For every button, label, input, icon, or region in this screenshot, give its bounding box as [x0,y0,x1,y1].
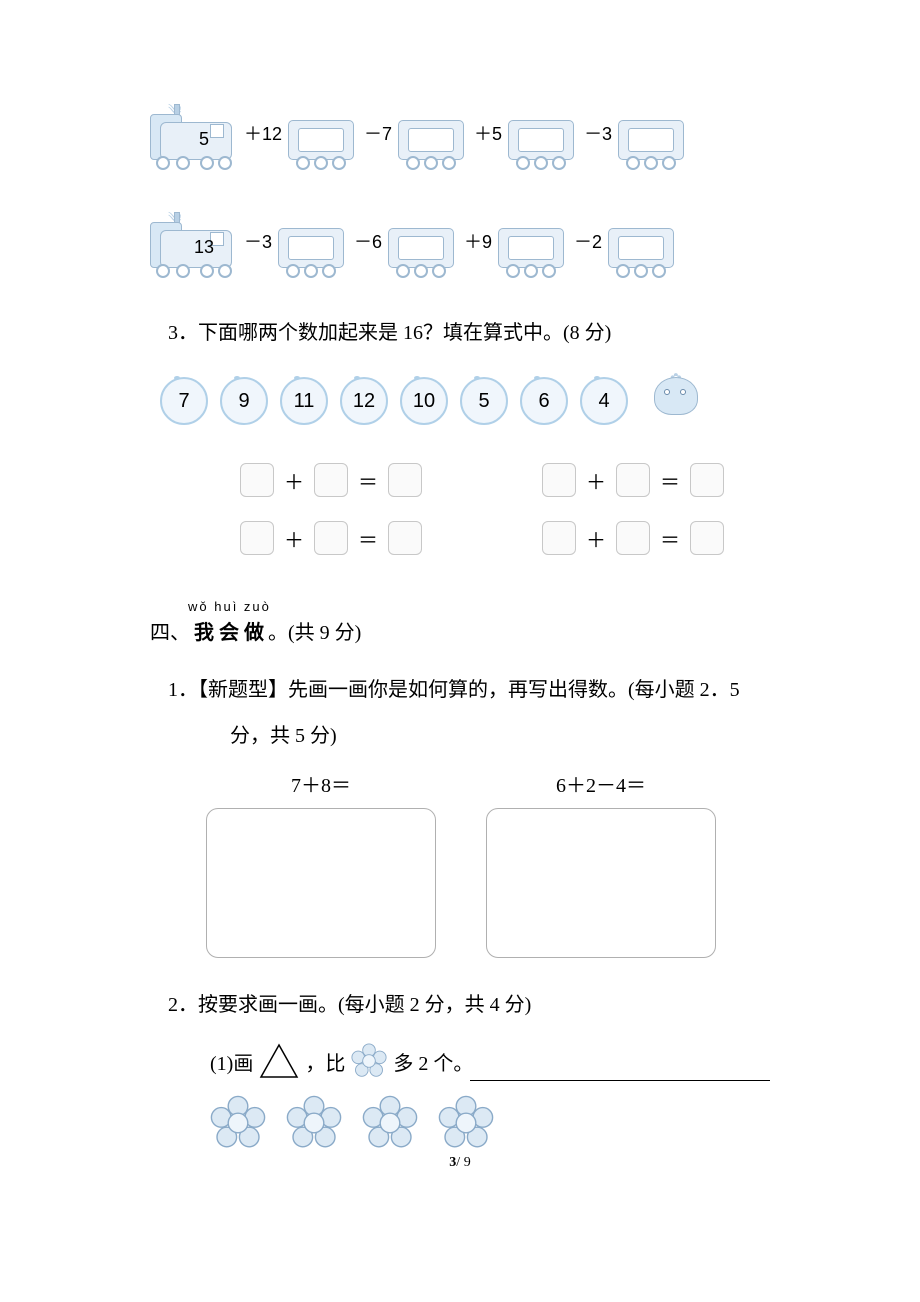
plus-sign: ＋ [284,524,304,553]
number-bubble: 6 [520,377,568,425]
operation: －3 [240,228,276,266]
number-bubble: 5 [460,377,508,425]
drawing-box[interactable] [486,808,716,958]
expression-2: 6＋2－4＝ [556,769,646,798]
question-3-text: 3．下面哪两个数加起来是 16？填在算式中。(8 分) [168,316,770,345]
train-car [286,110,360,168]
equation: ＋ ＝ [240,463,422,497]
answer-box[interactable] [690,463,724,497]
answer-box[interactable] [616,521,650,555]
bubble-row: 7 9 11 12 10 5 6 4 ✿ [150,369,770,433]
number-bubble: 4 [580,377,628,425]
answer-box[interactable] [616,463,650,497]
engine-number: 13 [182,237,226,258]
train-car [496,218,570,276]
sub1-label-c: 多 2 个。 [393,1047,473,1076]
answer-box[interactable] [690,521,724,555]
answer-box[interactable] [388,521,422,555]
page-number: 3/ 9 [0,1155,920,1171]
train-engine: ༄ 5 [150,100,240,168]
worksheet-page: ༄ 5 ＋12 －7 ＋5 －3 ༄ 13 [0,0,920,1211]
plus-sign: ＋ [586,524,606,553]
flower-icon [351,1043,387,1079]
operation: －6 [350,228,386,266]
train-row-2: ༄ 13 －3 －6 ＋9 －2 [150,208,770,276]
answer-box[interactable] [314,463,348,497]
answer-box[interactable] [388,463,422,497]
operation: －3 [580,120,616,158]
engine-number: 5 [182,129,226,150]
equation: ＋ ＝ [240,521,422,555]
train-row-1: ༄ 5 ＋12 －7 ＋5 －3 [150,100,770,168]
train-car [276,218,350,276]
flower-icon [438,1095,494,1151]
subquestion-1: (1)画 ，比 多 2 个。 [210,1043,770,1079]
question-4-1-text: 1．【新题型】先画一画你是如何算的，再写出得数。(每小题 2．5 分，共 5 分… [168,667,770,759]
number-bubble: 11 [280,377,328,425]
number-bubble: 10 [400,377,448,425]
equation: ＋ ＝ [542,521,724,555]
answer-box[interactable] [240,521,274,555]
section-title: 我 会 做 [194,616,264,645]
flower-icon [286,1095,342,1151]
section-points: 。(共 9 分) [268,616,361,645]
answer-box[interactable] [240,463,274,497]
answer-box[interactable] [314,521,348,555]
train-car [606,218,680,276]
number-bubble: 12 [340,377,388,425]
triangle-icon [259,1043,299,1079]
equals-sign: ＝ [660,524,680,553]
equals-sign: ＝ [358,466,378,495]
train-engine: ༄ 13 [150,208,240,276]
section-number: 四、 [150,616,190,645]
equation-grid: ＋ ＝ ＋ ＝ ＋ ＝ ＋ [150,463,770,555]
operation: ＋9 [460,228,496,266]
flower-row [210,1095,770,1151]
answer-box[interactable] [542,521,576,555]
drawing-row: 7＋8＝ 6＋2－4＝ [150,769,770,958]
sub1-label-a: (1)画 [210,1047,253,1076]
plus-sign: ＋ [284,466,304,495]
operation: ＋5 [470,120,506,158]
section-4-heading: wǒ huì zuò 四、 我 会 做 。(共 9 分) [150,599,770,645]
train-car [616,110,690,168]
flower-icon [210,1095,266,1151]
operation: －7 [360,120,396,158]
operation: －2 [570,228,606,266]
number-bubble: 9 [220,377,268,425]
equals-sign: ＝ [660,466,680,495]
drawing-box[interactable] [206,808,436,958]
train-car [386,218,460,276]
flower-icon [362,1095,418,1151]
equals-sign: ＝ [358,524,378,553]
answer-underline[interactable] [470,1080,770,1081]
train-car [396,110,470,168]
octopus-icon: ✿ [640,369,712,433]
answer-box[interactable] [542,463,576,497]
operation: ＋12 [240,120,286,158]
equation: ＋ ＝ [542,463,724,497]
sub1-label-b: ，比 [305,1047,345,1076]
expression-1: 7＋8＝ [291,769,351,798]
question-4-2-text: 2．按要求画一画。(每小题 2 分，共 4 分) [168,988,770,1017]
pinyin-annotation: wǒ huì zuò [188,599,770,614]
train-car [506,110,580,168]
number-bubble: 7 [160,377,208,425]
plus-sign: ＋ [586,466,606,495]
